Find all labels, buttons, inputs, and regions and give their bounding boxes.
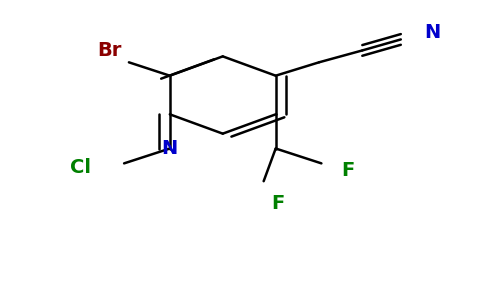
Text: F: F (272, 194, 285, 213)
Text: Cl: Cl (70, 158, 91, 177)
Text: N: N (162, 139, 178, 158)
Text: Br: Br (97, 41, 122, 60)
Text: F: F (341, 161, 354, 180)
Text: N: N (424, 23, 440, 42)
